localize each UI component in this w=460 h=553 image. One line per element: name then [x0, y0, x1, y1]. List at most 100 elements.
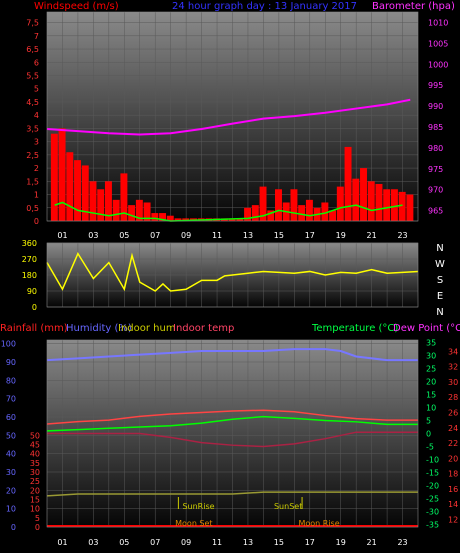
temperature-y-tick: 0: [426, 430, 431, 439]
p1-x-tick: 07: [150, 231, 160, 240]
wind-y-tick: 7: [34, 32, 39, 41]
baro-y-tick: 965: [428, 207, 443, 216]
chart-title: 24 hour graph day : 13 January 2017: [172, 1, 357, 12]
dewpoint-y-tick: 30: [448, 378, 458, 387]
temperature-y-tick: 15: [426, 391, 436, 400]
windspeed-bar: [375, 183, 383, 221]
wind-y-tick: 6,5: [26, 45, 39, 54]
wind-y-tick: 3: [34, 138, 39, 147]
windspeed-bar: [58, 128, 66, 221]
windspeed-bar: [336, 186, 344, 221]
baro-y-tick: 1005: [428, 39, 448, 48]
windspeed-bar: [406, 194, 414, 221]
dewpoint-y-tick: 32: [448, 363, 458, 372]
p2-frame: [46, 242, 419, 308]
humidity-y-tick: 40: [6, 450, 16, 459]
p3-x-tick: 05: [119, 538, 129, 547]
wind-average-line: [54, 201, 403, 222]
humidity-y-tick: 80: [6, 376, 16, 385]
p3-x-tick: 01: [57, 538, 67, 547]
dewpoint-y-tick: 22: [448, 439, 458, 448]
windspeed-bar: [66, 152, 74, 221]
humidity-y-tick: 20: [6, 486, 16, 495]
p1-frame: [46, 11, 419, 222]
wind-y-tick: 2,5: [26, 151, 39, 160]
windspeed-bar: [360, 168, 367, 221]
p1-x-tick: 05: [119, 231, 129, 240]
temperature-y-tick: -5: [426, 442, 434, 451]
humidity-line: [46, 348, 418, 362]
temperature-y-tick: 25: [426, 365, 436, 374]
windspeed-bar: [182, 218, 190, 221]
windspeed-bar: [251, 205, 259, 221]
wind-y-tick: 2: [34, 164, 39, 173]
baro-y-tick: 1010: [428, 18, 448, 27]
p3-x-tick: 07: [150, 538, 160, 547]
wind-y-tick: 0,5: [26, 204, 39, 213]
wind-y-tick: 1,5: [26, 177, 39, 186]
compass-letter: N: [436, 307, 443, 318]
p1-x-tick: 09: [181, 231, 191, 240]
p1-x-tick: 21: [367, 231, 377, 240]
moonset-label: Moon Set: [175, 519, 212, 528]
p3-x-tick: 19: [336, 538, 346, 547]
baro-y-tick: 985: [428, 123, 443, 132]
wind-y-tick: 5,5: [26, 71, 39, 80]
windspeed-bar: [159, 213, 167, 221]
temperature-y-tick: 10: [426, 404, 436, 413]
p3-x-tick: 21: [367, 538, 377, 547]
windspeed-bar: [74, 160, 82, 221]
windspeed-bar: [398, 191, 406, 221]
p3-x-tick: 15: [274, 538, 284, 547]
windspeed-bar: [329, 210, 337, 221]
p1-x-tick: 15: [274, 231, 284, 240]
windspeed-bar: [228, 218, 236, 221]
dewpoint-axis-label: Dew Point (°C): [393, 323, 460, 334]
baro-y-tick: 995: [428, 81, 443, 90]
windspeed-bar: [151, 213, 159, 221]
humidity-y-tick: 50: [6, 431, 16, 440]
p1-x-tick: 23: [397, 231, 407, 240]
dewpoint-y-tick: 28: [448, 393, 458, 402]
dewpoint-y-tick: 26: [448, 409, 458, 418]
rainfall-axis-label: Rainfall (mm): [0, 323, 68, 334]
windspeed-bar: [367, 181, 375, 221]
windspeed-bar: [112, 199, 120, 221]
p1-x-tick: 19: [336, 231, 346, 240]
temperature-y-tick: 20: [426, 378, 436, 387]
compass-letter: E: [437, 291, 443, 302]
p3-x-tick: 09: [181, 538, 191, 547]
rainfall-y-tick: 0: [35, 523, 40, 532]
p1-x-tick: 13: [243, 231, 253, 240]
windspeed-bar: [104, 181, 112, 221]
windspeed-bar: [267, 210, 275, 221]
wind-y-tick: 7,5: [26, 19, 39, 28]
p3-x-tick: 13: [243, 538, 253, 547]
wind-y-tick: 4: [34, 111, 39, 120]
temperature-y-tick: -20: [426, 481, 439, 490]
rainfall-y-tick: 40: [30, 450, 40, 459]
direction-y-tick: 270: [22, 255, 37, 264]
baro-y-tick: 1000: [428, 60, 448, 69]
baro-y-tick: 990: [428, 102, 443, 111]
windspeed-bar: [298, 205, 306, 221]
temperature-y-tick: -30: [426, 507, 439, 516]
windspeed-bar: [244, 207, 252, 221]
direction-y-tick: 360: [22, 239, 37, 248]
p1-x-tick: 17: [305, 231, 315, 240]
rainfall-y-tick: 30: [30, 468, 40, 477]
wind-direction-line: [46, 252, 419, 292]
dewpoint-y-tick: 34: [448, 347, 458, 356]
dewpoint-y-tick: 18: [448, 470, 458, 479]
dewpoint-line: [46, 409, 418, 425]
compass-letter: S: [437, 275, 443, 286]
windspeed-bar: [344, 146, 352, 221]
humidity-y-tick: 0: [11, 523, 16, 532]
rainfall-y-tick: 20: [30, 486, 40, 495]
compass-letter: N: [436, 243, 443, 254]
windspeed-bar: [390, 189, 398, 221]
windspeed-bar: [50, 133, 58, 221]
p3-x-tick: 17: [305, 538, 315, 547]
p1-x-tick: 11: [212, 231, 222, 240]
